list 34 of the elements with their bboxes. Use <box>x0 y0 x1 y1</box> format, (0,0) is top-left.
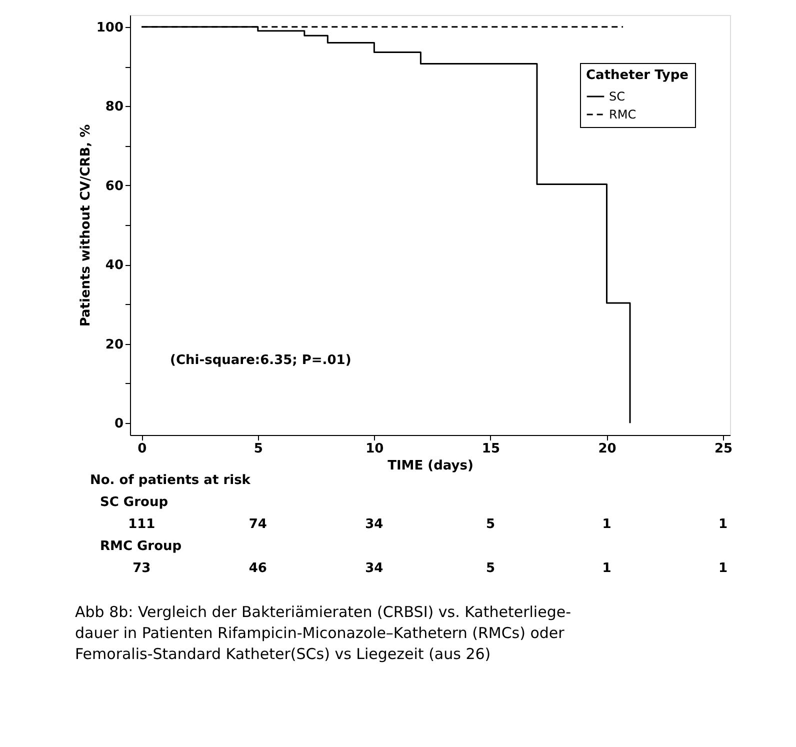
text: No. of patients at risk <box>90 473 251 488</box>
x-axis-title: TIME (days) <box>388 458 474 474</box>
text: 1 <box>602 517 612 532</box>
annotation: (Chi-square:6.35; P=.01) <box>170 353 352 368</box>
text: RMC Group <box>100 539 182 554</box>
y-tick-label: 20 <box>105 337 124 352</box>
text: SC Group <box>100 495 168 510</box>
legend-label: RMC <box>609 108 636 122</box>
y-tick-label: 80 <box>105 100 124 115</box>
text: 34 <box>365 517 384 532</box>
text: 1 <box>718 561 728 576</box>
y-tick-label: 60 <box>105 178 124 194</box>
caption: Abb 8b: Vergleich der Bakteriämieraten (CRBSI) vs. Katheterliege- dauer in Patienten Rifampicin-Miconazole–Kathetern (RMCs) oder Femoralis-Standard Katheter(SCs) vs Liegezeit (aus 26) <box>75 603 571 663</box>
legend-label: SC <box>609 90 625 104</box>
text: 74 <box>248 517 267 532</box>
text: 1 <box>718 517 728 532</box>
y-tick-label: 0 <box>114 416 124 432</box>
x-tick-label: 15 <box>482 442 500 456</box>
text: 34 <box>365 561 384 576</box>
text: 1 <box>602 561 612 576</box>
x-tick-label: 5 <box>254 442 263 456</box>
y-axis-title: Patients without CV/CRB, % <box>78 124 94 327</box>
x-tick-label: 10 <box>366 442 384 456</box>
text: 5 <box>486 517 495 532</box>
text: 46 <box>248 561 267 576</box>
text: 73 <box>132 561 151 576</box>
y-tick-label: 100 <box>96 20 124 36</box>
x-tick-label: 20 <box>598 442 616 456</box>
x-tick-label: 0 <box>138 442 147 456</box>
text: 5 <box>486 561 495 576</box>
y-tick-label: 40 <box>105 258 124 274</box>
x-tick-label: 25 <box>714 442 733 456</box>
text: 111 <box>128 517 156 532</box>
legend-title: Catheter Type <box>586 68 689 83</box>
